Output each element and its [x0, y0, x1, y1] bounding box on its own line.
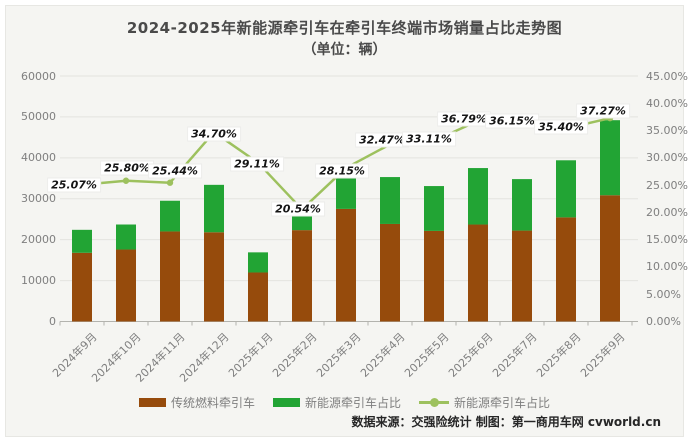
- legend-item: 新能源牵引车占比: [272, 394, 401, 411]
- bar-traditional-fuel: [336, 208, 356, 322]
- legend-bar-swatch-icon: [272, 398, 300, 407]
- share-line-dot: [122, 177, 130, 184]
- bar-traditional-fuel: [116, 249, 136, 322]
- y-axis-label-left: 10000: [21, 274, 56, 288]
- y-axis-label-left: 30000: [21, 192, 56, 206]
- bar-new-energy: [468, 168, 488, 225]
- bar-traditional-fuel: [292, 230, 312, 322]
- bar-traditional-fuel: [380, 223, 400, 322]
- share-line-dot: [166, 179, 174, 186]
- legend-label: 新能源牵引车占比: [454, 396, 551, 410]
- y-axis-label-right: 25.00%: [646, 178, 688, 192]
- bar-new-energy: [424, 186, 444, 231]
- bar-new-energy: [72, 229, 92, 253]
- y-axis-label-right: 10.00%: [646, 260, 688, 274]
- legend-item: 新能源牵引车占比: [419, 394, 550, 411]
- bar-traditional-fuel: [556, 217, 576, 322]
- chart-title: 2024-2025年新能源牵引车在牵引车终端市场销量占比走势图: [126, 19, 563, 37]
- legend-label: 新能源牵引车占比: [304, 396, 401, 410]
- bar-new-energy: [160, 200, 180, 232]
- source-credit: 数据来源：交强险统计 制图：第一商用车网 cvworld.cn: [351, 415, 661, 429]
- share-data-label: 29.11%: [230, 156, 284, 172]
- y-axis-label-right: 5.00%: [646, 287, 681, 301]
- bar-new-energy: [556, 160, 576, 218]
- chart-legend: 传统燃料牵引车 新能源牵引车占比 新能源牵引车占比: [0, 394, 689, 411]
- chart-subtitle: （单位：辆）: [302, 42, 387, 58]
- y-axis-label-left: 40000: [21, 151, 56, 165]
- y-axis-label-left: 60000: [21, 69, 56, 83]
- legend-line-swatch-icon: [419, 398, 449, 407]
- bar-traditional-fuel: [204, 232, 224, 322]
- bar-traditional-fuel: [72, 252, 92, 322]
- share-data-label: 37.27%: [576, 103, 630, 119]
- share-data-label: 34.70%: [187, 126, 241, 142]
- bar-traditional-fuel: [468, 224, 488, 322]
- legend-bar-swatch-icon: [138, 398, 166, 407]
- share-data-label: 25.80%: [100, 160, 154, 176]
- bar-traditional-fuel: [248, 272, 268, 322]
- legend-label: 传统燃料牵引车: [170, 396, 255, 410]
- y-axis-label-right: 15.00%: [646, 233, 688, 247]
- bar-new-energy: [204, 184, 224, 233]
- share-data-label: 32.47%: [355, 132, 409, 148]
- bar-traditional-fuel: [160, 231, 180, 322]
- legend-item: 传统燃料牵引车: [138, 394, 255, 411]
- y-axis-label-right: 0.00%: [646, 315, 681, 328]
- share-data-label: 25.44%: [148, 163, 202, 179]
- y-axis-label-right: 30.00%: [646, 151, 688, 165]
- y-axis-label-right: 40.00%: [646, 96, 688, 110]
- y-axis-label-right: 45.00%: [646, 69, 688, 83]
- share-data-label: 28.15%: [315, 163, 369, 179]
- bar-new-energy: [380, 177, 400, 224]
- share-data-label: 35.40%: [534, 119, 588, 135]
- legend-dot-icon: [430, 398, 439, 407]
- share-data-label: 36.15%: [485, 113, 539, 129]
- y-axis-label-left: 50000: [21, 110, 56, 124]
- y-axis-label-right: 20.00%: [646, 205, 688, 219]
- bar-new-energy: [512, 179, 532, 231]
- bar-new-energy: [600, 120, 620, 196]
- share-data-label: 25.07%: [47, 177, 101, 193]
- y-axis-label-right: 35.00%: [646, 124, 688, 138]
- share-data-label: 20.54%: [271, 201, 325, 217]
- y-axis-label-left: 0: [49, 315, 56, 328]
- share-data-label: 33.11%: [402, 131, 456, 147]
- y-axis-label-left: 20000: [21, 233, 56, 247]
- bar-new-energy: [116, 224, 136, 250]
- bar-new-energy: [248, 252, 268, 273]
- bar-traditional-fuel: [600, 195, 620, 322]
- bar-traditional-fuel: [424, 230, 444, 322]
- bar-traditional-fuel: [512, 230, 532, 322]
- share-data-label: 36.79%: [437, 111, 491, 127]
